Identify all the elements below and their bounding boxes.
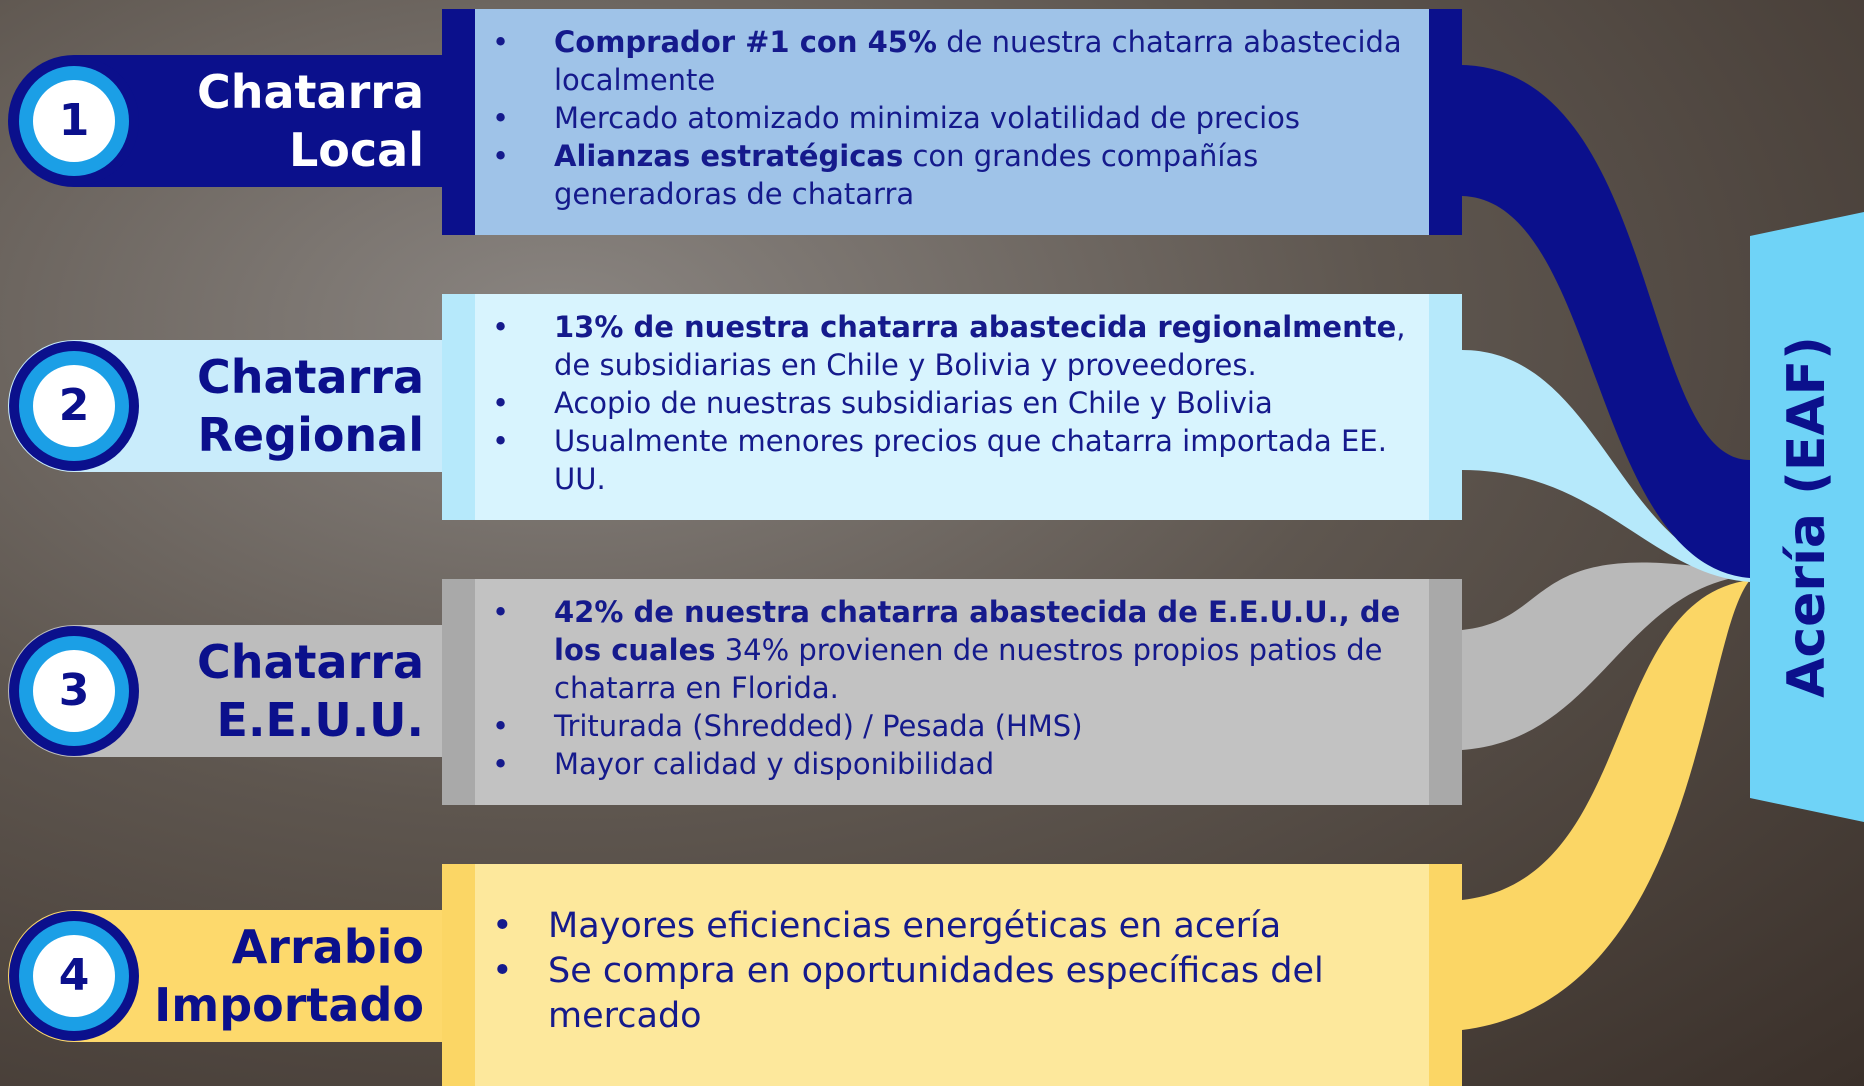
bullet-text: , de subsidiarias en Chile y Bolivia y p… (554, 310, 1406, 382)
flow-1 (1462, 65, 1750, 578)
bullet: Se compra en oportunidades específicas d… (492, 949, 1422, 1039)
title-line: E.E.U.U. (216, 693, 424, 747)
bullet-text: 13% de nuestra chatarra abastecida regio… (554, 310, 1397, 344)
bullet: Mercado atomizado minimiza volatilidad d… (492, 99, 1422, 137)
number-badge: 2 (9, 341, 139, 471)
bullet-text: 42% de nuestra chatarra abastecida de E.… (554, 595, 1401, 667)
title-line: Chatarra (197, 635, 424, 689)
bullet-text: Acopio de nuestras subsidiarias en Chile… (554, 386, 1273, 420)
bullet: Mayores eficiencias energéticas en acerí… (492, 904, 1422, 949)
bullet-text: Triturada (Shredded) / Pesada (HMS) (554, 709, 1083, 743)
bullet-text: Mayor calidad y disponibilidad (554, 747, 995, 781)
bullet-list: 42% de nuestra chatarra abastecida de E.… (492, 593, 1422, 783)
bullet-text: Alianzas estratégicas (554, 139, 904, 173)
title-line: Local (289, 123, 424, 177)
bullet: Triturada (Shredded) / Pesada (HMS) (492, 707, 1422, 745)
bullet-text: Usualmente menores precios que chatarra … (554, 424, 1387, 496)
badge-number: 2 (33, 365, 115, 447)
content-box: 42% de nuestra chatarra abastecida de E.… (442, 579, 1462, 805)
number-badge: 4 (9, 911, 139, 1041)
bullet-text: con grandes compañías generadoras de cha… (554, 139, 1259, 211)
box-strip (442, 864, 475, 1086)
flow-2 (1462, 350, 1750, 582)
title-line: Chatarra (197, 350, 424, 404)
bullet: 42% de nuestra chatarra abastecida de E.… (492, 593, 1422, 707)
flow-3 (1462, 562, 1750, 750)
row-title: Chatarra E.E.U.U. (197, 633, 424, 749)
bullet: 13% de nuestra chatarra abastecida regio… (492, 308, 1422, 384)
content-box: Comprador #1 con 45% de nuestra chatarra… (442, 9, 1462, 235)
number-badge: 3 (9, 626, 139, 756)
bullet-text: Mayores eficiencias energéticas en acerí… (548, 906, 1282, 946)
badge-number: 1 (33, 80, 115, 162)
bullet: Acopio de nuestras subsidiarias en Chile… (492, 384, 1422, 422)
title-line: Chatarra (197, 65, 424, 119)
flow-4 (1462, 580, 1750, 1030)
number-badge: 1 (9, 56, 139, 186)
title-line: Arrabio (231, 920, 424, 974)
box-strip (442, 579, 475, 805)
bullet: Mayor calidad y disponibilidad (492, 745, 1422, 783)
title-line: Regional (197, 408, 424, 462)
content-box: Mayores eficiencias energéticas en acerí… (442, 864, 1462, 1086)
bullet-text: Se compra en oportunidades específicas d… (548, 951, 1324, 1036)
bullet-text: Mercado atomizado minimiza volatilidad d… (554, 101, 1300, 135)
content-box: 13% de nuestra chatarra abastecida regio… (442, 294, 1462, 520)
destination-label: Acería (EAF) (1777, 336, 1837, 698)
box-strip (1429, 864, 1462, 1086)
box-strip (1429, 579, 1462, 805)
bullet: Usualmente menores precios que chatarra … (492, 422, 1422, 498)
bullet-text: de nuestra chatarra abastecida localment… (554, 25, 1402, 97)
box-strip (1429, 9, 1462, 235)
bullet-list: Mayores eficiencias energéticas en acerí… (492, 904, 1422, 1039)
row-title: Chatarra Local (197, 63, 424, 179)
bullet-list: 13% de nuestra chatarra abastecida regio… (492, 308, 1422, 498)
bullet-text: 34% provienen de nuestros propios patios… (554, 633, 1383, 705)
row-title: Chatarra Regional (197, 348, 424, 464)
bullet: Comprador #1 con 45% de nuestra chatarra… (492, 23, 1422, 99)
bullet-list: Comprador #1 con 45% de nuestra chatarra… (492, 23, 1422, 213)
badge-number: 4 (33, 935, 115, 1017)
bullet-text: Comprador #1 con 45% (554, 25, 937, 59)
row-title: Arrabio Importado (154, 918, 424, 1034)
box-strip (442, 294, 475, 520)
title-line: Importado (154, 978, 424, 1032)
box-strip (442, 9, 475, 235)
badge-number: 3 (33, 650, 115, 732)
bullet: Alianzas estratégicas con grandes compañ… (492, 137, 1422, 213)
destination-shape (1750, 212, 1864, 822)
box-strip (1429, 294, 1462, 520)
